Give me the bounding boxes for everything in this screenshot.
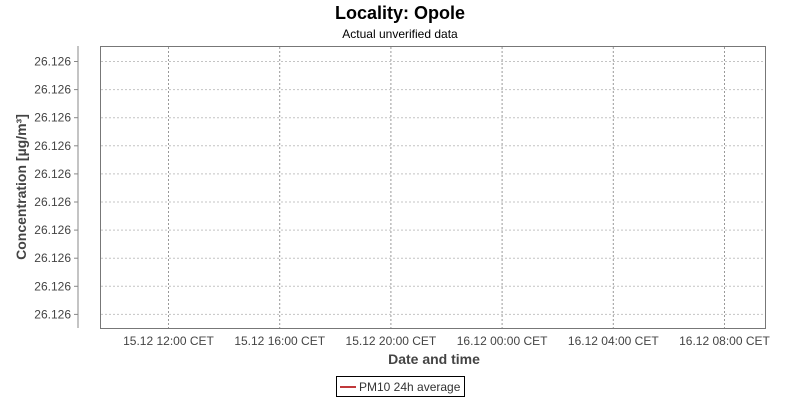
x-tick-label: 15.12 16:00 CET [234, 334, 325, 348]
y-tick-label: 26.126 [34, 111, 71, 125]
y-tick-label: 26.126 [34, 223, 71, 237]
legend-label: PM10 24h average [359, 379, 461, 394]
x-tick-label: 16.12 04:00 CET [568, 334, 659, 348]
y-tick-label: 26.126 [34, 279, 71, 293]
chart-subtitle: Actual unverified data [342, 27, 458, 41]
y-tick-label: 26.126 [34, 195, 71, 209]
x-tick-label: 15.12 20:00 CET [346, 334, 437, 348]
x-tick-label: 16.12 08:00 CET [679, 334, 770, 348]
y-tick-label: 26.126 [34, 167, 71, 181]
y-tick-label: 26.126 [34, 251, 71, 265]
y-tick-label: 26.126 [34, 55, 71, 69]
y-tick-label: 26.126 [34, 139, 71, 153]
y-tick-label: 26.126 [34, 83, 71, 97]
legend-swatch [340, 385, 356, 388]
x-tick-label: 15.12 12:00 CET [123, 334, 214, 348]
x-axis-label: Date and time [388, 351, 480, 367]
legend: PM10 24h average [336, 376, 466, 397]
y-tick-label: 26.126 [34, 307, 71, 321]
chart-title: Locality: Opole [334, 3, 466, 23]
x-tick-label: 16.12 00:00 CET [457, 334, 548, 348]
plot-border [100, 46, 766, 329]
y-axis-label: Concentration [µg/m³] [13, 114, 29, 260]
